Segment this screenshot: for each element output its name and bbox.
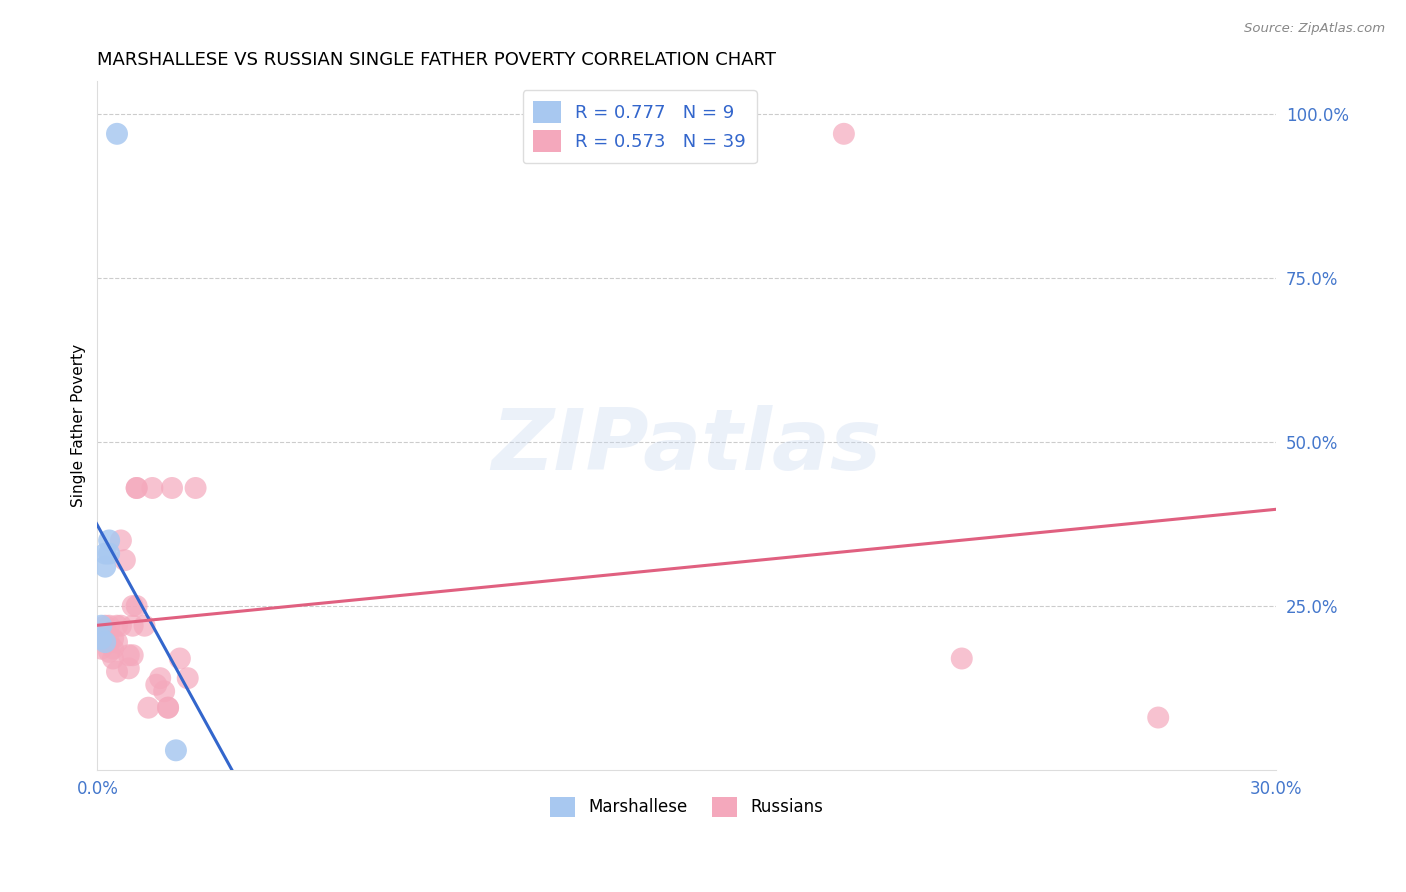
- Point: [832, 127, 855, 141]
- Point: [94, 618, 117, 632]
- Text: Source: ZipAtlas.com: Source: ZipAtlas.com: [1244, 22, 1385, 36]
- Point: [90, 641, 112, 656]
- Point: [184, 481, 207, 495]
- Point: [110, 618, 132, 632]
- Point: [950, 651, 973, 665]
- Point: [98, 635, 121, 649]
- Point: [90, 632, 112, 646]
- Point: [98, 533, 121, 548]
- Point: [118, 648, 141, 663]
- Point: [101, 651, 124, 665]
- Point: [138, 700, 160, 714]
- Point: [145, 678, 167, 692]
- Point: [121, 599, 143, 613]
- Point: [105, 618, 128, 632]
- Point: [98, 547, 121, 561]
- Text: MARSHALLESE VS RUSSIAN SINGLE FATHER POVERTY CORRELATION CHART: MARSHALLESE VS RUSSIAN SINGLE FATHER POV…: [97, 51, 776, 69]
- Point: [125, 599, 148, 613]
- Point: [177, 671, 200, 685]
- Point: [118, 661, 141, 675]
- Point: [141, 481, 163, 495]
- Point: [125, 481, 148, 495]
- Point: [90, 618, 112, 632]
- Point: [160, 481, 183, 495]
- Point: [105, 635, 128, 649]
- Point: [121, 648, 143, 663]
- Point: [105, 127, 128, 141]
- Y-axis label: Single Father Poverty: Single Father Poverty: [72, 344, 86, 508]
- Point: [121, 618, 143, 632]
- Text: ZIPatlas: ZIPatlas: [492, 405, 882, 488]
- Point: [153, 684, 176, 698]
- Point: [94, 635, 117, 649]
- Point: [98, 618, 121, 632]
- Legend: Marshallese, Russians: Marshallese, Russians: [543, 790, 831, 823]
- Point: [110, 533, 132, 548]
- Point: [94, 559, 117, 574]
- Point: [105, 665, 128, 679]
- Point: [1147, 710, 1170, 724]
- Point: [149, 671, 172, 685]
- Point: [165, 743, 187, 757]
- Point: [98, 645, 121, 659]
- Point: [169, 651, 191, 665]
- Point: [94, 632, 117, 646]
- Point: [101, 641, 124, 656]
- Point: [101, 632, 124, 646]
- Point: [157, 700, 180, 714]
- Point: [114, 553, 136, 567]
- Point: [134, 618, 156, 632]
- Point: [90, 632, 112, 646]
- Point: [94, 547, 117, 561]
- Point: [125, 481, 148, 495]
- Point: [157, 700, 180, 714]
